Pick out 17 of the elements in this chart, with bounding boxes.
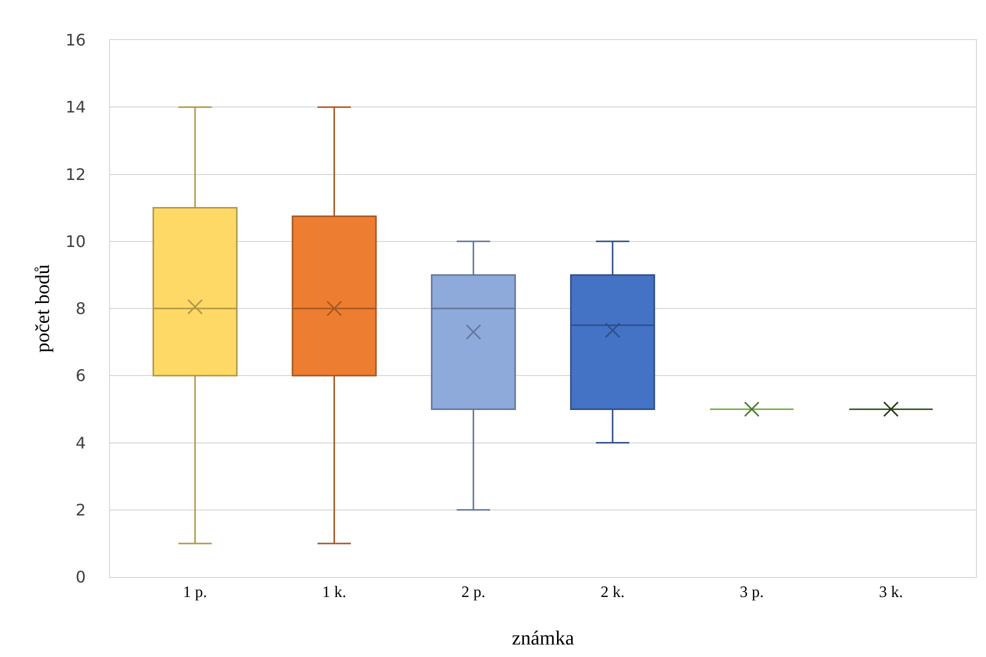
y-tick-label: 14 — [65, 98, 86, 117]
y-tick-label: 2 — [76, 500, 86, 520]
x-tick-label: 2 k. — [600, 584, 625, 602]
x-axis-title: známka — [512, 628, 574, 650]
y-tick-label: 0 — [76, 568, 86, 587]
x-tick-label: 2 p. — [461, 584, 486, 602]
y-axis-title: počet bodů — [32, 264, 54, 353]
y-tick-label: 12 — [65, 164, 86, 184]
y-tick-label: 4 — [76, 433, 86, 452]
x-tick-label: 3 k. — [878, 584, 903, 602]
x-tick-label: 3 p. — [740, 584, 764, 602]
y-tick-label: 6 — [76, 366, 86, 386]
y-tick-label: 10 — [65, 232, 86, 251]
y-tick-label: 16 — [65, 30, 86, 50]
x-tick-label: 1 p. — [183, 584, 208, 602]
x-tick-label: 1 k. — [322, 584, 346, 602]
y-tick-label: 8 — [76, 299, 86, 318]
